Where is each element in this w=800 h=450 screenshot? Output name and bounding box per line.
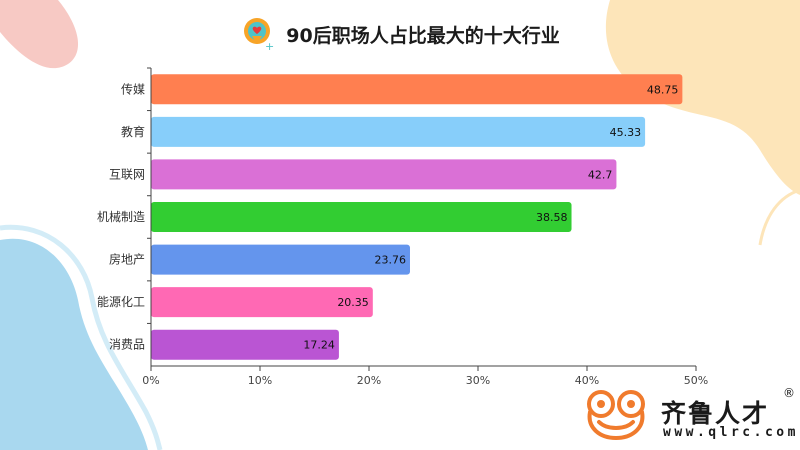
x-tick-label-6: 50% bbox=[684, 374, 708, 387]
svg-text:+: + bbox=[265, 40, 274, 52]
bar-value-label-7: 17.24 bbox=[303, 339, 335, 352]
bar-value-label-3: 42.7 bbox=[588, 168, 613, 181]
category-label-7: 消费品 bbox=[109, 338, 145, 352]
bar-value-label-2: 45.33 bbox=[610, 126, 642, 139]
category-label-3: 互联网 bbox=[109, 167, 145, 181]
bar-value-label-4: 38.58 bbox=[536, 211, 568, 224]
logo-name: 齐鲁人才 bbox=[661, 399, 770, 428]
bar-6 bbox=[151, 287, 373, 318]
frog-logo-icon bbox=[587, 390, 645, 440]
bottom-left-blue-blob bbox=[0, 238, 148, 450]
bar-5 bbox=[151, 244, 410, 275]
map-pin-heart-icon: + bbox=[244, 18, 274, 52]
registered-mark: ® bbox=[783, 386, 795, 400]
category-label-5: 房地产 bbox=[109, 252, 145, 267]
category-label-1: 传媒 bbox=[121, 81, 145, 96]
bar-3 bbox=[151, 159, 617, 190]
bar-4 bbox=[151, 202, 572, 232]
chart-title: 90后职场人占比最大的十大行业 bbox=[286, 24, 560, 47]
bar-value-label-1: 48.75 bbox=[647, 83, 679, 96]
x-tick-label-2: 10% bbox=[248, 374, 272, 387]
category-label-4: 机械制造 bbox=[97, 209, 145, 224]
bars-group: 48.75 45.33 42.7 38.58 23.76 20.35 17.24 bbox=[151, 74, 683, 360]
category-label-6: 能源化工 bbox=[97, 295, 145, 309]
logo-url: www.qlrc.com bbox=[663, 425, 799, 440]
category-label-2: 教育 bbox=[121, 124, 145, 139]
top-left-pink-blob bbox=[0, 0, 79, 69]
bar-1 bbox=[151, 74, 683, 105]
bar-2 bbox=[151, 116, 646, 147]
bar-value-label-6: 20.35 bbox=[337, 296, 369, 309]
bar-value-label-5: 23.76 bbox=[374, 254, 406, 267]
x-tick-label-3: 20% bbox=[357, 374, 381, 387]
chart-header: + 90后职场人占比最大的十大行业 bbox=[0, 14, 800, 54]
bottom-left-light-outline bbox=[0, 224, 163, 450]
x-tick-label-5: 40% bbox=[575, 374, 599, 387]
right-edge-peach-outline bbox=[758, 188, 800, 246]
x-tick-label-4: 30% bbox=[466, 374, 490, 387]
top-right-peach-blob bbox=[605, 0, 800, 195]
x-tick-label-1: 0% bbox=[142, 374, 159, 387]
bar-7 bbox=[151, 329, 339, 360]
brand-logo: 齐鲁人才 ® www.qlrc.com bbox=[585, 386, 795, 444]
